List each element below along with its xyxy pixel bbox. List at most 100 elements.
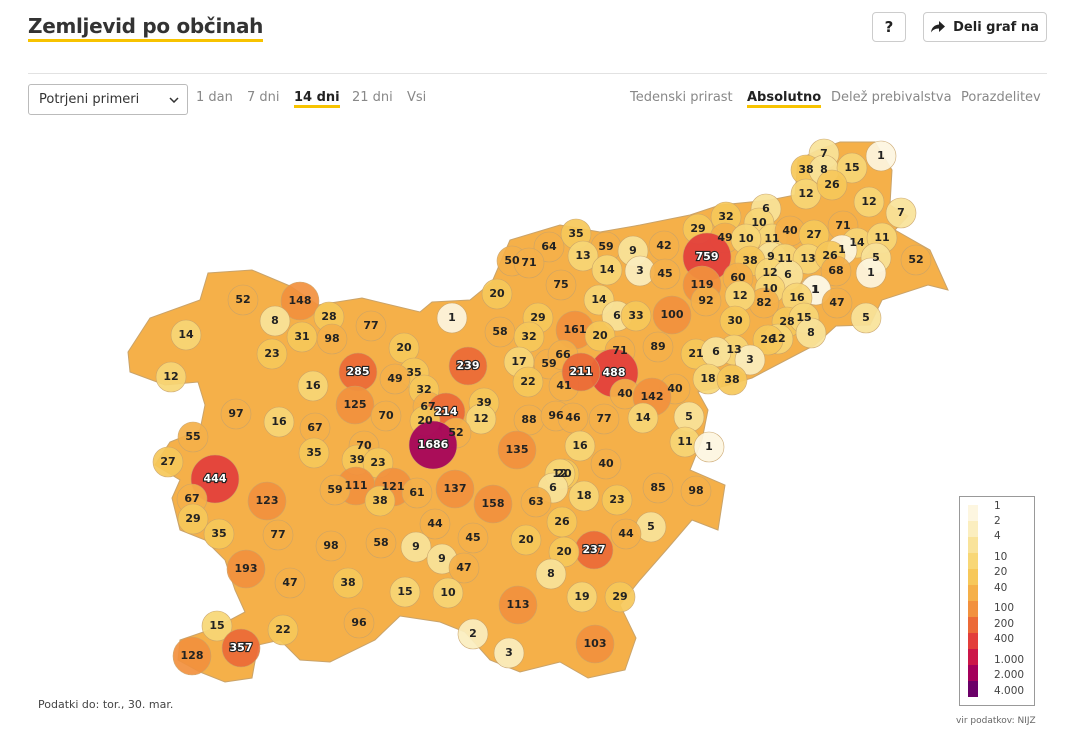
municipality-value-label: 44 <box>427 517 443 530</box>
municipality-value-label: 2 <box>469 627 477 640</box>
municipality-value-label: 28 <box>321 310 336 323</box>
municipality-value-label: 12 <box>798 187 813 200</box>
municipality-value-label: 88 <box>521 413 536 426</box>
municipality-area <box>820 255 852 287</box>
municipality-area <box>203 518 235 550</box>
municipality-value-label: 15 <box>796 311 811 324</box>
municipality-value-label: 17 <box>511 355 526 368</box>
municipality-area <box>448 346 488 386</box>
mode-population-share[interactable]: Delež prebivalstva <box>831 90 952 105</box>
municipality-value-label: 85 <box>650 481 665 494</box>
municipality-value-label: 5 <box>872 251 880 264</box>
municipality-area <box>457 618 489 650</box>
municipality-value-label: 21 <box>688 347 703 360</box>
measure-select[interactable]: Potrjeni primeri <box>28 84 188 115</box>
municipality-value-label: 40 <box>598 457 614 470</box>
range-21-days[interactable]: 21 dni <box>352 90 393 105</box>
municipality-value-label: 35 <box>306 446 321 459</box>
municipality-value-label: 64 <box>541 240 557 253</box>
municipality-value-label: 128 <box>181 649 204 662</box>
municipality-area <box>865 140 897 172</box>
municipality-value-label: 1 <box>812 283 820 296</box>
municipality-value-label: 1686 <box>418 438 449 451</box>
help-button[interactable]: ? <box>872 12 906 42</box>
municipality-value-label: 66 <box>555 348 571 361</box>
municipality-value-label: 357 <box>230 641 253 654</box>
municipality-value-label: 15 <box>397 585 412 598</box>
municipality-area <box>816 169 848 201</box>
mode-absolute[interactable]: Absolutno <box>747 90 822 108</box>
municipality-value-label: 68 <box>828 264 843 277</box>
municipality-area <box>900 244 932 276</box>
municipality-area <box>201 610 233 642</box>
municipality-value-label: 20 <box>396 341 412 354</box>
share-button[interactable]: Deli graf na <box>923 12 1047 42</box>
municipality-value-label: 63 <box>528 495 543 508</box>
municipality-value-label: 67 <box>420 400 435 413</box>
municipality-area <box>795 317 827 349</box>
municipality-value-label: 29 <box>612 590 627 603</box>
municipality-value-label: 285 <box>347 365 370 378</box>
municipality-value-label: 13 <box>726 343 741 356</box>
municipality-value-label: 38 <box>340 576 355 589</box>
municipality-area <box>652 295 692 335</box>
mode-weekly-growth[interactable]: Tedenski prirast <box>630 90 733 105</box>
municipality-value-label: 52 <box>908 253 923 266</box>
municipality-value-label: 14 <box>591 293 607 306</box>
municipality-value-label: 23 <box>370 456 385 469</box>
municipality-area <box>821 287 853 319</box>
municipality-value-label: 193 <box>235 562 258 575</box>
legend-label: 100 <box>994 602 1015 614</box>
municipality-value-label: 46 <box>565 411 581 424</box>
municipality-value-label: 111 <box>345 479 368 492</box>
municipality-area <box>155 361 187 393</box>
legend-swatch <box>968 585 978 601</box>
legend-swatch <box>968 601 978 617</box>
municipality-value-label: 8 <box>271 314 279 327</box>
municipality-value-label: 10 <box>738 232 754 245</box>
municipality-area <box>568 480 600 512</box>
municipality-value-label: 44 <box>618 527 634 540</box>
municipality-value-label: 42 <box>656 239 671 252</box>
municipality-value-label: 12 <box>163 370 178 383</box>
municipality-area <box>177 421 209 453</box>
legend-swatch <box>968 521 978 537</box>
municipality-area <box>601 484 633 516</box>
municipality-value-label: 50 <box>504 254 520 267</box>
municipality-value-label: 27 <box>806 228 821 241</box>
municipality-area <box>885 197 917 229</box>
municipality-value-label: 39 <box>349 453 364 466</box>
municipality-value-label: 49 <box>387 372 402 385</box>
municipality-value-label: 47 <box>456 561 471 574</box>
municipality-value-label: 39 <box>476 396 491 409</box>
mode-distribution[interactable]: Porazdelitev <box>961 90 1041 105</box>
municipality-value-label: 3 <box>746 353 754 366</box>
municipality-value-label: 58 <box>492 325 507 338</box>
municipality-area <box>247 481 287 521</box>
municipality-value-label: 12 <box>770 332 785 345</box>
municipality-value-label: 71 <box>521 256 536 269</box>
municipality-area <box>259 305 291 337</box>
range-14-days[interactable]: 14 dni <box>294 90 340 108</box>
municipality-value-label: 1 <box>448 311 456 324</box>
municipality-value-label: 123 <box>256 494 279 507</box>
range-1-day[interactable]: 1 dan <box>196 90 233 105</box>
municipality-area <box>389 576 421 608</box>
municipality-value-label: 70 <box>378 409 394 422</box>
municipality-area <box>591 254 623 286</box>
range-7-days[interactable]: 7 dni <box>247 90 280 105</box>
municipality-area <box>693 431 725 463</box>
municipality-area <box>566 581 598 613</box>
municipality-value-label: 16 <box>789 291 805 304</box>
municipality-value-label: 45 <box>657 267 672 280</box>
legend-label: 200 <box>994 618 1015 630</box>
municipality-value-label: 12 <box>732 289 747 302</box>
municipality-value-label: 15 <box>844 161 859 174</box>
municipality-value-label: 14 <box>635 411 651 424</box>
legend-swatch <box>968 665 978 681</box>
legend-label: 4 <box>994 530 1001 542</box>
municipality-value-label: 41 <box>556 379 571 392</box>
range-all[interactable]: Vsi <box>407 90 427 105</box>
municipality-area <box>262 519 294 551</box>
